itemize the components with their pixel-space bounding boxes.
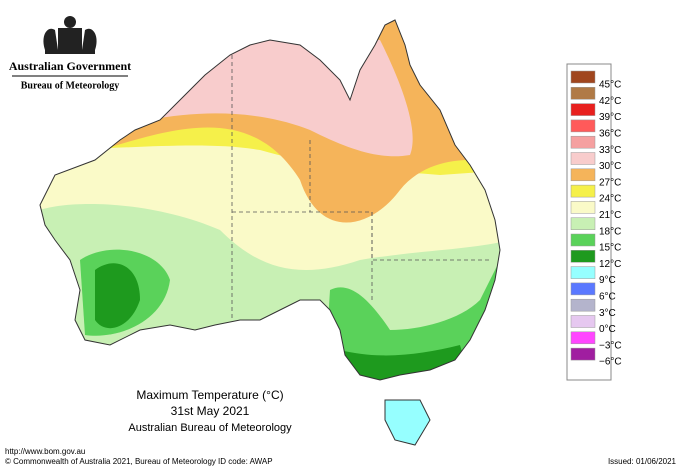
legend-label: 0°C <box>599 324 616 335</box>
legend-swatch <box>570 103 596 116</box>
legend-label: 9°C <box>599 275 616 286</box>
legend-swatch <box>570 298 596 312</box>
legend-swatch <box>570 119 596 133</box>
legend-swatch <box>570 233 596 247</box>
state-borders <box>231 55 490 320</box>
legend-swatch <box>570 135 596 149</box>
legend-swatch <box>570 315 596 328</box>
legend-swatch <box>570 347 596 361</box>
coat-of-arms <box>43 16 97 54</box>
footer-copyright: © Commonwealth of Australia 2021, Bureau… <box>5 457 216 466</box>
legend-label: 18°C <box>599 226 621 237</box>
legend: 45°C 42°C 39°C 36°C 33°C 30°C 27°C 24°C 21°C 18°C… <box>570 70 622 368</box>
footer-id-code: ID code: AWAP <box>218 457 273 466</box>
footer-issued: Issued: 01/06/2021 <box>608 457 677 466</box>
legend-label: 30°C <box>599 161 621 172</box>
legend-swatch <box>570 184 596 198</box>
legend-label: −3°C <box>599 340 622 351</box>
legend-swatch <box>570 70 596 84</box>
legend-swatch <box>570 168 596 182</box>
map-title: Maximum Temperature (°C) <box>136 388 283 402</box>
legend-swatch <box>570 217 596 230</box>
legend-swatch <box>570 87 596 100</box>
legend-label: 45°C <box>599 80 621 91</box>
legend-label: 3°C <box>599 308 616 319</box>
legend-label: 24°C <box>599 194 621 205</box>
legend-label: 39°C <box>599 112 621 123</box>
legend-label: 42°C <box>599 96 621 107</box>
footer-url: http://www.bom.gov.au <box>5 447 85 456</box>
legend-swatch <box>570 282 596 296</box>
coastline <box>39 19 501 381</box>
legend-swatch <box>570 266 596 279</box>
legend-swatch <box>570 250 596 263</box>
map-source: Australian Bureau of Meteorology <box>128 422 292 434</box>
legend-label: 36°C <box>599 129 621 140</box>
legend-label: 12°C <box>599 259 621 270</box>
legend-label: 21°C <box>599 210 621 221</box>
legend-swatch <box>570 331 596 345</box>
legend-label: 27°C <box>599 177 621 188</box>
legend-label: 33°C <box>599 145 621 156</box>
legend-label: 15°C <box>599 243 621 254</box>
legend-swatch <box>570 201 596 214</box>
legend-label: −6°C <box>599 357 622 368</box>
agency-name: Bureau of Meteorology <box>21 80 120 91</box>
tasmania-coastline <box>384 399 431 446</box>
legend-label: 6°C <box>599 292 616 303</box>
government-name: Australian Government <box>9 59 131 73</box>
legend-swatch <box>570 152 596 165</box>
map-date: 31st May 2021 <box>171 404 250 418</box>
